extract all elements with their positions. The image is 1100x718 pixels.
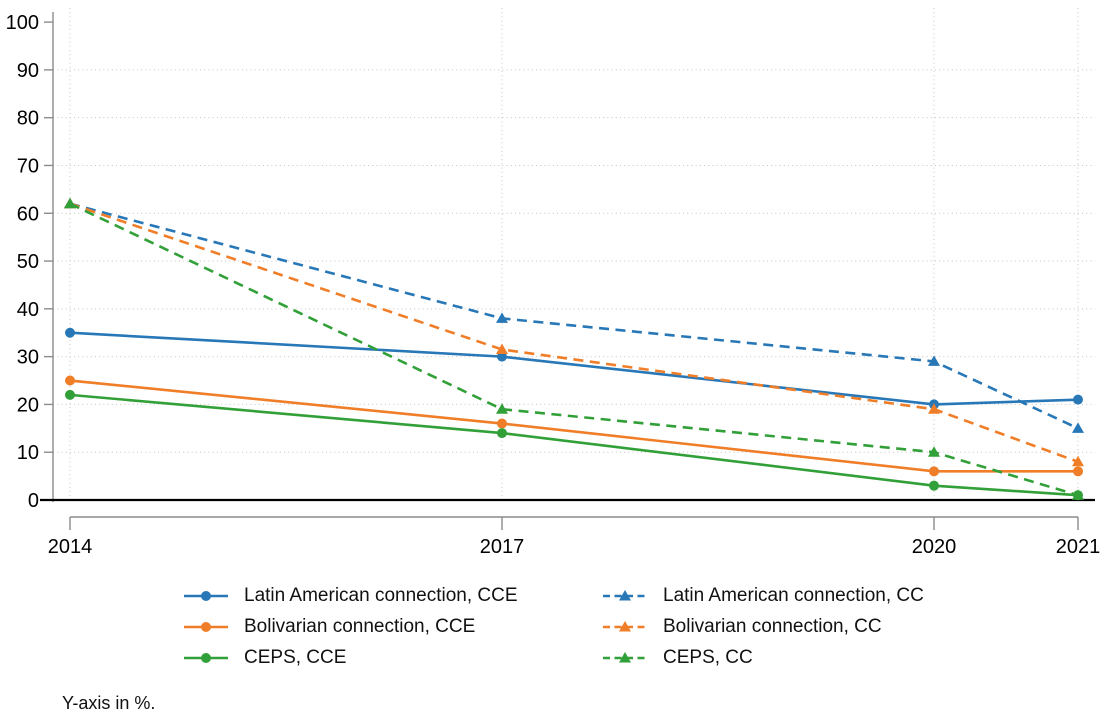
series-marker-triangle	[928, 446, 940, 457]
series-line-0	[69, 331, 1079, 406]
y-tick-label: 40	[17, 299, 39, 321]
x-tick-label: 2021	[1056, 536, 1100, 558]
legend-item: Latin American connection, CCE	[183, 580, 518, 611]
legend-column: Latin American connection, CC Bolivarian …	[602, 580, 924, 673]
legend-label: Bolivarian connection, CC	[663, 615, 882, 637]
series-marker-triangle	[64, 197, 76, 209]
series-marker-triangle	[1072, 489, 1084, 500]
y-tick-label: 50	[17, 251, 39, 273]
legend-column: Latin American connection, CCE Bolivarian…	[183, 580, 518, 673]
chart-legend: Latin American connection, CCE Bolivarian…	[0, 580, 1100, 676]
legend-item: CEPS, CCE	[183, 642, 518, 673]
series-line-3	[69, 202, 1079, 430]
series-marker-triangle	[496, 343, 508, 354]
series-marker-triangle	[928, 403, 940, 414]
y-tick-label: 70	[17, 155, 39, 177]
y-tick-label: 100	[6, 12, 39, 34]
legend-item: Bolivarian connection, CC	[602, 611, 924, 642]
x-tick-label: 2017	[480, 536, 525, 558]
y-tick-label: 90	[17, 60, 39, 82]
series-marker-circle	[1073, 466, 1083, 477]
series-line-4	[69, 202, 1079, 463]
legend-label: Latin American connection, CCE	[244, 584, 518, 606]
series-marker-circle	[65, 375, 75, 386]
series-line-2	[69, 393, 1079, 497]
legend-item: CEPS, CC	[602, 642, 924, 673]
legend-swatch	[184, 590, 228, 601]
y-tick-label: 0	[28, 490, 39, 512]
legend-label: Latin American connection, CC	[663, 584, 924, 606]
axis-note: Y-axis in %.	[62, 693, 156, 713]
y-tick-label: 80	[17, 108, 39, 130]
series-line-5	[69, 202, 1079, 497]
y-tick-label: 60	[17, 203, 39, 225]
legend-swatch	[184, 652, 228, 663]
y-tick-label: 10	[17, 442, 39, 464]
x-tick-label: 2014	[48, 536, 93, 558]
line-chart-plot: 0 10 20 30 40 50 60 70 80 90 100 2014 2017 2020 2021	[6, 8, 1100, 558]
series-marker-triangle	[928, 355, 940, 366]
series-marker-triangle	[496, 312, 508, 323]
legend-swatch	[603, 651, 647, 662]
series-marker-triangle	[1072, 455, 1084, 467]
series-marker-circle	[497, 428, 507, 439]
legend-label: CEPS, CCE	[244, 646, 347, 668]
series-marker-triangle	[1072, 422, 1084, 433]
series-marker-circle	[497, 351, 507, 362]
legend-label: CEPS, CC	[663, 646, 753, 668]
y-tick-label: 20	[17, 394, 39, 416]
x-tick-label: 2020	[912, 536, 957, 558]
series-marker-circle	[929, 480, 939, 491]
series-marker-circle	[497, 418, 507, 429]
legend-swatch	[603, 589, 647, 600]
series-marker-circle	[65, 389, 75, 400]
series-marker-circle	[65, 327, 75, 338]
series-marker-triangle	[496, 403, 508, 414]
series-line-1	[69, 379, 1078, 473]
legend-item: Latin American connection, CC	[602, 580, 924, 611]
y-tick-label: 30	[17, 347, 39, 369]
series-marker-circle	[1073, 394, 1083, 405]
legend-swatch	[603, 620, 647, 631]
legend-swatch	[184, 621, 228, 632]
legend-item: Bolivarian connection, CCE	[183, 611, 518, 642]
series-marker-circle	[929, 466, 939, 477]
legend-label: Bolivarian connection, CCE	[244, 615, 476, 637]
